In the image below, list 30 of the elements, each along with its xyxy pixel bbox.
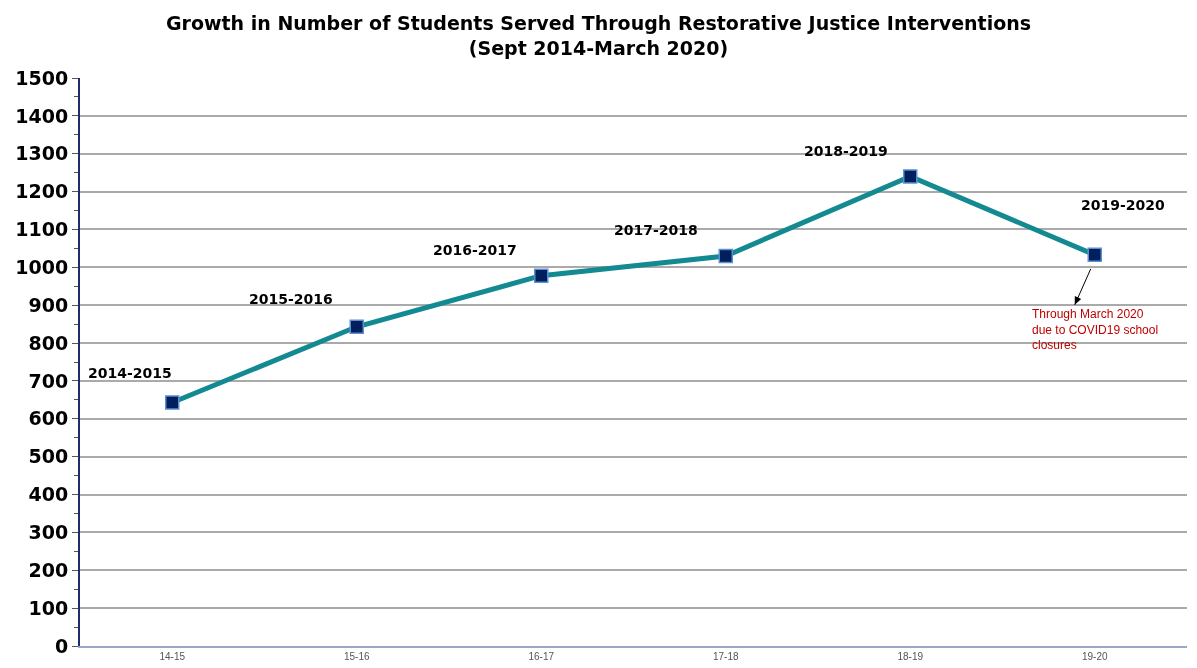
x-tick-label: 14-15 [159,651,186,662]
x-tick-label: 19-20 [1081,651,1108,662]
annotation: 2015-2016 [249,291,333,307]
x-tick-label: 15-16 [343,651,370,662]
annotation: 2019-2020 [1081,197,1165,213]
x-tick-label: 17-18 [712,651,739,662]
annotation: 2014-2015 [88,365,172,381]
x-tick-label: 16-17 [528,651,555,662]
y-tick-label: 200 [28,558,69,581]
y-tick-label: 1000 [15,255,69,278]
annotation: 2016-2017 [433,242,517,258]
y-tick-label: 600 [28,407,69,430]
annotation: Through March 2020 due to COVID19 school closures [1032,307,1159,353]
y-tick-label: 100 [28,596,69,619]
y-tick-label: 1300 [15,142,69,165]
x-tick-label: 18-19 [897,651,924,662]
annotation: 2017-2018 [614,222,698,238]
chart-title: Growth in Number of Students Served Through Restorative Justice Interventions (Sept 2014-March 2020) [165,12,1032,59]
y-tick-label: 1400 [15,104,69,127]
y-tick-label: 800 [28,331,69,354]
y-tick-label: 700 [28,369,69,392]
annotation: 2018-2019 [804,143,888,159]
y-tick-label: 900 [28,293,69,316]
y-tick-label: 1200 [15,180,69,203]
y-tick-label: 1100 [15,218,69,241]
y-tick-label: 500 [28,445,69,468]
y-tick-label: 1500 [15,66,69,89]
y-tick-label: 0 [54,634,69,657]
y-tick-label: 400 [28,483,69,506]
y-tick-label: 300 [28,521,69,544]
